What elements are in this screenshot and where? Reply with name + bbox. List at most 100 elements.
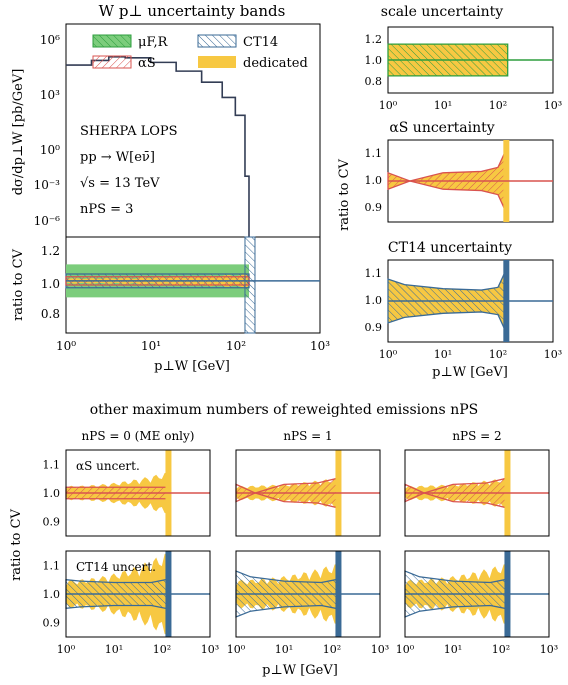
- scale-ytick-0.8: 0.8: [365, 75, 383, 88]
- bottom-panel-r1-c1: 10⁰ 10¹ 10² 10³: [227, 550, 389, 656]
- bottom-ytick: 0.9: [43, 516, 61, 529]
- alphas-panel: αS uncertainty 1.1 1.0 0.9: [365, 120, 554, 223]
- ratio-ytick-1.2: 1.2: [41, 244, 60, 258]
- bottom-ylabel: ratio to CV: [9, 508, 24, 580]
- row-label-0: αS uncert.: [76, 459, 140, 473]
- bottom-ytick: 1.1: [43, 458, 61, 471]
- bottom-xtick: 10²: [323, 643, 341, 656]
- ct14-ytick-1.1: 1.1: [365, 267, 383, 280]
- legend-swatch-dedicated: [198, 56, 236, 68]
- bottom-xtick: 10¹: [105, 643, 123, 656]
- main-xtick-2: 10²: [226, 339, 246, 353]
- bottom-xtick: 10²: [153, 643, 171, 656]
- ct14-ytick-0.9: 0.9: [365, 321, 383, 334]
- ytick-1e-6: 10⁻⁶: [34, 214, 61, 228]
- row-label-1: CT14 uncert.: [76, 560, 156, 574]
- bottom-panel-r1-c0: 1.1 1.0 0.9 CT14 uncert. 10⁰ 10¹ 10² 10³: [43, 550, 219, 656]
- ct14-xtick-1: 10¹: [434, 348, 452, 361]
- annot-generator: SHERPA LOPS: [80, 124, 178, 139]
- bottom-xtick: 10⁰: [227, 643, 246, 656]
- bottom-xtick: 10³: [540, 643, 558, 656]
- alphas-marks: [387, 140, 553, 222]
- main-top-plot: 10⁶ 10³ 10⁰ 10⁻³ 10⁻⁶ μF,R CT14 αS dedic…: [11, 23, 321, 238]
- bottom-title: other maximum numbers of reweighted emis…: [90, 402, 478, 418]
- bottom-xtick: 10⁰: [57, 643, 76, 656]
- ytick-1e-3: 10⁻³: [34, 178, 61, 192]
- scale-title: scale uncertainty: [381, 4, 504, 20]
- legend-swatch-ct14: [197, 34, 237, 48]
- bottom-ytick: 0.9: [43, 617, 61, 630]
- col-title-2: nPS = 2: [452, 429, 501, 443]
- bottom-ytick: 1.0: [43, 487, 61, 500]
- bottom-frame: [404, 449, 550, 537]
- main-ratio-plot: 1.2 1.0 0.8 ratio to CV 10⁰ 10¹ 10² 10³ …: [11, 236, 330, 374]
- main-xtick-3: 10³: [310, 339, 330, 353]
- main-ratio-marks: [65, 236, 320, 334]
- ct14-xtick-2: 10²: [489, 348, 507, 361]
- legend-swatch-muFR-hatch: [93, 35, 131, 47]
- scale-ytick-1.2: 1.2: [365, 33, 383, 46]
- ytick-1e6: 10⁶: [40, 33, 60, 47]
- annot-energy: √s = 13 TeV: [80, 176, 160, 191]
- bottom-panel-r1-c2: 10⁰ 10¹ 10² 10³: [396, 550, 558, 656]
- bottom-frame: [235, 449, 381, 537]
- bottom-frame: [404, 550, 550, 638]
- scale-panel: scale uncertainty 1.2 1.0 0.8 10⁰ 10¹ 10…: [365, 4, 563, 112]
- bottom-frame: [65, 550, 211, 638]
- main-title: W p⊥ uncertainty bands: [99, 2, 286, 20]
- scale-ytick-1.0: 1.0: [365, 54, 383, 67]
- bottom-panels: nPS = 0 (ME only)1.11.00.9αS uncert.1.11…: [43, 429, 559, 656]
- alphas-ytick-0.9: 0.9: [365, 201, 383, 214]
- alphas-title: αS uncertainty: [389, 120, 494, 136]
- edge-spike: [244, 236, 256, 334]
- ct14-ytick-1.0: 1.0: [365, 294, 383, 307]
- legend-label-alphas: αS: [138, 56, 156, 71]
- col-title-1: nPS = 1: [283, 429, 332, 443]
- scale-xtick-3: 10³: [544, 99, 562, 112]
- legend-label-dedicated: dedicated: [243, 56, 308, 71]
- main-xlabel: p⊥W [GeV]: [154, 359, 230, 374]
- bottom-frame: [65, 449, 211, 537]
- ratio-ytick-1.0: 1.0: [41, 277, 60, 291]
- ratio-ytick-0.8: 0.8: [41, 307, 60, 321]
- ct14-panel: CT14 uncertainty 1.1 1.0 0.9 10⁰ 10¹ 10²…: [365, 240, 563, 380]
- main-ylabel-top: dσ/dp⊥W [pb/GeV]: [11, 69, 26, 196]
- legend-label-muFR: μF,R: [138, 35, 169, 50]
- main-legend: μF,R CT14 αS dedicated: [92, 34, 308, 71]
- ct14-title: CT14 uncertainty: [388, 240, 512, 256]
- main-xtick-0: 10⁰: [56, 339, 76, 353]
- bottom-panel-r0-c0: 1.1 1.0 0.9 αS uncert.: [43, 449, 211, 537]
- bottom-xtick: 10³: [201, 643, 219, 656]
- legend-label-ct14: CT14: [243, 35, 278, 50]
- annot-process: pp → W[eν̄]: [80, 150, 155, 165]
- right-xlabel: p⊥W [GeV]: [432, 365, 508, 380]
- bottom-panel-r0-c2: [404, 449, 550, 537]
- ct14-marks: [387, 260, 553, 342]
- annot-nps: nPS = 3: [80, 202, 133, 217]
- ytick-1e0: 10⁰: [40, 143, 60, 157]
- bottom-ytick: 1.0: [43, 588, 61, 601]
- ct14-xtick-3: 10³: [544, 348, 562, 361]
- bottom-panel-r0-c1: [235, 449, 381, 537]
- bottom-xtick: 10⁰: [396, 643, 415, 656]
- bottom-xtick: 10²: [492, 643, 510, 656]
- main-ylabel-ratio: ratio to CV: [11, 248, 26, 320]
- bottom-ytick: 1.1: [43, 559, 61, 572]
- scale-xtick-1: 10¹: [434, 99, 452, 112]
- scale-marks: [387, 43, 553, 77]
- alphas-ytick-1.0: 1.0: [365, 174, 383, 187]
- scale-xtick-2: 10²: [489, 99, 507, 112]
- col-title-0: nPS = 0 (ME only): [82, 429, 195, 443]
- bottom-xtick: 10³: [371, 643, 389, 656]
- right-ylabel: ratio to CV: [337, 158, 352, 230]
- bottom-xtick: 10¹: [275, 643, 293, 656]
- bottom-xlabel: p⊥W [GeV]: [262, 663, 338, 678]
- legend-swatch-alphas: [92, 55, 132, 69]
- alphas-ytick-1.1: 1.1: [365, 147, 383, 160]
- scale-xtick-0: 10⁰: [379, 99, 398, 112]
- main-xtick-1: 10¹: [141, 339, 161, 353]
- ct14-xtick-0: 10⁰: [379, 348, 398, 361]
- bottom-frame: [235, 550, 381, 638]
- ytick-1e3: 10³: [40, 88, 60, 102]
